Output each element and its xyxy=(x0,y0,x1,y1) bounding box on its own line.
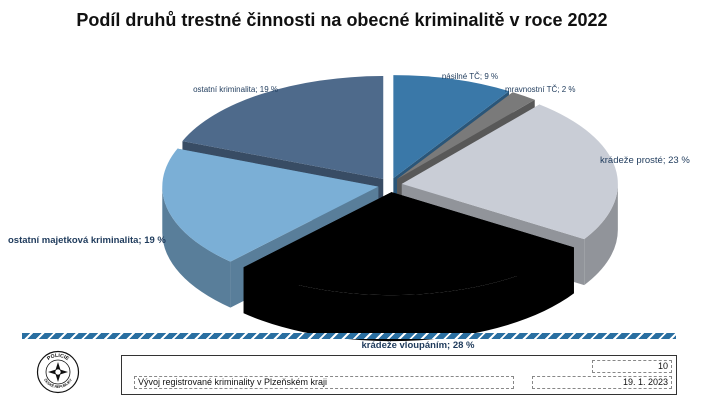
decorative-stripe xyxy=(22,333,676,339)
chart-title: Podíl druhů trestné činnosti na obecné k… xyxy=(76,10,608,30)
pie-slice-top xyxy=(243,192,574,296)
slice-label-2: krádeže prosté; 23 % xyxy=(600,155,690,166)
slice-label-4: ostatní majetková kriminalita; 19 % xyxy=(8,235,166,246)
police-logo-icon: POLICIE ČESKÉ REPUBLIKY xyxy=(36,350,80,394)
pie-slice-3 xyxy=(243,192,574,342)
footer-box: 10 Vývoj registrované kriminality v Plze… xyxy=(121,355,677,395)
slice-label-5: ostatní kriminalita; 19 % xyxy=(193,85,278,94)
slice-label-0: násilné TČ; 9 % xyxy=(442,72,498,81)
footer-text: Vývoj registrované kriminality v Plzeňsk… xyxy=(134,376,514,389)
footer-date: 19. 1. 2023 xyxy=(532,376,672,389)
pie-slice-top xyxy=(393,75,510,179)
pie-slice-side xyxy=(243,247,574,342)
logo-top-text: POLICIE xyxy=(46,353,70,362)
pie-slice-side xyxy=(584,183,618,286)
svg-text:POLICIE: POLICIE xyxy=(46,353,70,362)
pie-slice-top xyxy=(162,148,379,262)
pie-slice-top xyxy=(397,92,535,180)
slice-label-1: mravnostní TČ; 2 % xyxy=(505,85,576,94)
pie-slice-side xyxy=(162,186,231,308)
pie-slice-top xyxy=(401,104,618,240)
pie-slice-top xyxy=(182,76,384,180)
page-number: 10 xyxy=(592,360,672,373)
slice-label-3: krádeže vloupáním; 28 % xyxy=(362,340,476,351)
